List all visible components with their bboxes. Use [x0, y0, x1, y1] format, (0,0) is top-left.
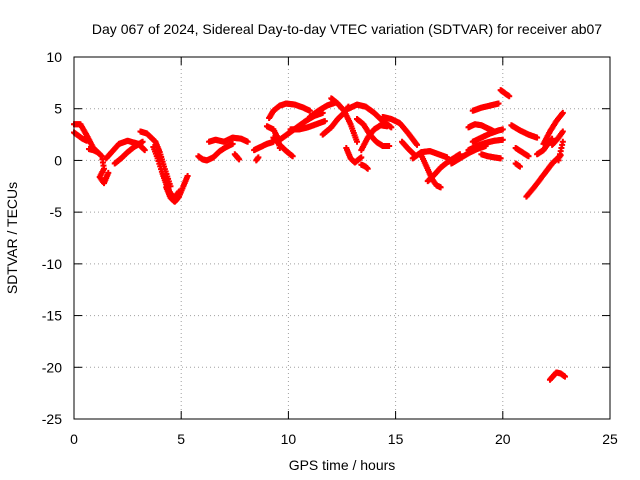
- x-tick-label: 25: [602, 431, 618, 447]
- y-tick-label: -20: [42, 359, 62, 375]
- series-arc-18: [270, 134, 296, 160]
- series-arc-49: [546, 369, 568, 383]
- series-arc-12: [231, 151, 243, 163]
- data-point: [559, 138, 566, 145]
- data-point: [491, 128, 498, 135]
- y-tick-label: -5: [50, 204, 63, 220]
- series-arc-11: [210, 140, 236, 161]
- data-point: [414, 141, 421, 148]
- plot-frame: [73, 56, 611, 420]
- data-point: [306, 107, 313, 114]
- series-arc-17: [283, 100, 313, 114]
- series-arc-45: [534, 135, 556, 158]
- data-point: [321, 118, 328, 125]
- x-tick-label: 0: [70, 431, 78, 447]
- data-point: [499, 126, 506, 133]
- series-arc-39: [478, 151, 504, 162]
- data-point: [184, 172, 191, 179]
- series-arc-24: [343, 145, 365, 166]
- series-arc-31: [409, 148, 451, 162]
- chart-title: Day 067 of 2024, Sidereal Day-to-day VTE…: [92, 21, 602, 37]
- y-tick-label: 10: [46, 49, 62, 65]
- series-arc-41: [508, 122, 541, 141]
- data-point: [244, 138, 251, 145]
- series-arc-02: [71, 129, 90, 144]
- series-arc-10: [206, 134, 251, 145]
- series-arc-08: [163, 172, 191, 205]
- data-point: [506, 93, 513, 100]
- series-arc-37: [465, 121, 498, 135]
- data-point: [499, 136, 506, 143]
- series-arc-40: [497, 87, 513, 100]
- data-point: [386, 142, 393, 149]
- data-point: [525, 153, 532, 160]
- data-point: [561, 373, 568, 380]
- series-arc-26: [354, 116, 393, 149]
- x-axis-label: GPS time / hours: [289, 457, 396, 473]
- data-point: [83, 137, 90, 144]
- y-tick-labels: -25 -20 -15 -10 -5 0 5 10: [42, 49, 62, 427]
- data-point: [289, 153, 296, 160]
- y-tick-label: -10: [42, 256, 62, 272]
- x-tick-label: 10: [281, 431, 297, 447]
- y-tick-label: -15: [42, 308, 62, 324]
- series-arc-47: [549, 128, 566, 148]
- y-axis-label: SDTVAR / TECUs: [4, 182, 20, 294]
- data-point: [236, 156, 243, 163]
- data-point: [358, 154, 365, 161]
- series-arc-46: [540, 109, 566, 147]
- data-point: [139, 138, 146, 145]
- series-arc-44: [523, 152, 564, 200]
- data-point: [354, 138, 361, 145]
- data-point: [495, 100, 502, 107]
- data-point: [229, 140, 236, 147]
- series-arc-14: [253, 154, 262, 164]
- data-point: [559, 109, 566, 116]
- y-tick-label: 0: [54, 152, 62, 168]
- data-points: [71, 87, 568, 383]
- data-point: [534, 134, 541, 141]
- series-arc-35: [465, 136, 506, 154]
- data-point: [437, 184, 444, 191]
- series-arc-13: [251, 138, 277, 154]
- x-tick-label: 20: [495, 431, 511, 447]
- series-arc-03: [86, 146, 112, 187]
- data-point: [559, 128, 566, 135]
- series-arc-27: [358, 122, 391, 154]
- series-arc-23: [328, 95, 361, 145]
- data-point: [384, 123, 391, 130]
- data-point: [516, 163, 523, 170]
- x-tick-labels: 0 5 10 15 20 25: [70, 431, 618, 447]
- series-arc-48: [555, 138, 566, 164]
- data-point: [388, 124, 395, 131]
- series-arc-38: [469, 100, 502, 114]
- series-arc-28: [358, 161, 371, 172]
- data-point: [255, 154, 262, 161]
- series-arc-43: [512, 160, 523, 170]
- data-point: [105, 169, 112, 176]
- series-arc-29: [379, 113, 421, 148]
- data-point: [497, 155, 504, 162]
- x-tick-label: 5: [177, 431, 185, 447]
- series-arc-42: [512, 145, 532, 160]
- data-point: [364, 165, 371, 172]
- y-tick-label: -25: [42, 411, 62, 427]
- y-tick-label: 5: [54, 101, 62, 117]
- series-arc-05: [111, 138, 146, 167]
- x-tick-label: 15: [388, 431, 404, 447]
- series-arc-20: [287, 118, 328, 133]
- data-point: [141, 147, 148, 154]
